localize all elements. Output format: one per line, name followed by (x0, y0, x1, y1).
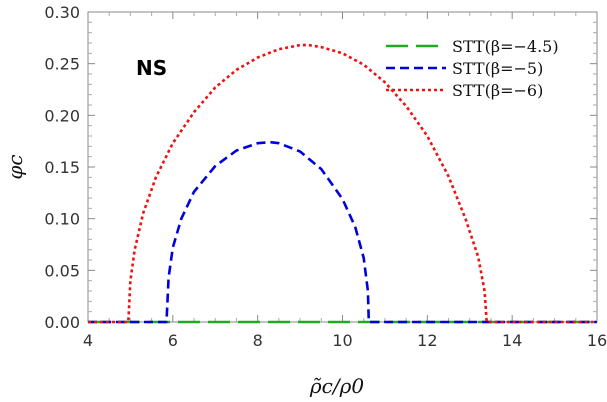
annotation-label: NS (136, 56, 167, 80)
y-axis-title: φc (3, 154, 27, 179)
legend-label-1: STT(β=−5) (452, 59, 543, 78)
x-tick-label: 10 (332, 331, 352, 350)
x-tick-label: 6 (168, 331, 178, 350)
legend-label-0: STT(β=−4.5) (452, 37, 559, 56)
legend-label-2: STT(β=−6) (452, 81, 543, 100)
x-tick-label: 8 (253, 331, 263, 350)
x-tick-label: 14 (502, 331, 522, 350)
y-tick-label: 0.10 (44, 210, 80, 229)
series-lines (88, 43, 597, 324)
y-tick-label: 0.25 (44, 55, 80, 74)
y-tick-label: 0.00 (44, 313, 80, 332)
x-axis-title: ρ̃c/ρ0 (309, 374, 364, 398)
y-tick-label: 0.05 (44, 261, 80, 280)
x-tick-label: 4 (83, 331, 93, 350)
y-tick-label: 0.20 (44, 106, 80, 125)
tick-labels: 4 6 8 10 12 14 16 0.00 0.05 0.10 0.15 0.20 0.25 0.30 (44, 3, 607, 350)
legend: STT(β=−4.5) STT(β=−5) STT(β=−6) (386, 37, 559, 100)
y-tick-label: 0.30 (44, 3, 80, 22)
series-line-2 (88, 43, 597, 324)
x-tick-label: 16 (587, 331, 607, 350)
series-line-1 (88, 140, 597, 324)
y-tick-label: 0.15 (44, 158, 80, 177)
x-tick-label: 12 (417, 331, 437, 350)
